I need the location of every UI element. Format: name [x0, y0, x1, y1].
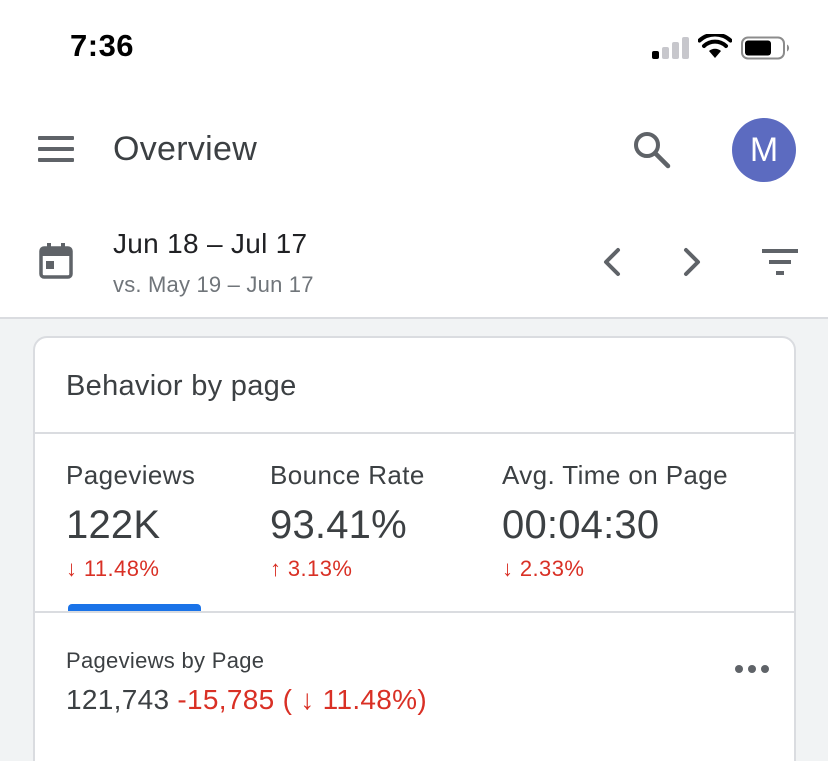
filter-icon[interactable]	[760, 246, 800, 278]
chevron-left-icon[interactable]	[596, 242, 628, 282]
search-icon[interactable]	[632, 130, 672, 170]
status-time: 7:36	[70, 28, 135, 63]
chart-summary: 121,743 -15,785 ( ↓ 11.48%)	[66, 684, 427, 716]
compare-range: vs. May 19 – Jun 17	[113, 272, 314, 297]
metric-label: Bounce Rate	[270, 460, 425, 490]
chart-delta: -15,785 ( ↓ 11.48%)	[177, 684, 427, 715]
metric-change: ↑ 3.13%	[270, 556, 353, 581]
date-range[interactable]: Jun 18 – Jul 17	[113, 228, 308, 259]
metric-label: Avg. Time on Page	[502, 460, 729, 490]
chart-label: Pageviews by Page	[66, 648, 265, 673]
metric-change: ↓ 11.48%	[66, 556, 160, 581]
metric-value: 122K	[66, 503, 161, 547]
page-title: Overview	[113, 130, 258, 168]
more-horizontal-icon[interactable]	[735, 662, 771, 676]
hamburger-menu-icon[interactable]	[38, 136, 74, 162]
status-bar: 7:36	[0, 0, 828, 96]
app-bar: Overview M	[0, 96, 828, 208]
behavior-card: Behavior by page Pageviews 122K ↓ 11.48%…	[33, 336, 796, 761]
card-title: Behavior by page	[66, 370, 297, 402]
battery-icon	[741, 36, 790, 60]
chevron-right-icon[interactable]	[676, 242, 708, 282]
metric-avg-time-on-page[interactable]: Avg. Time on Page 00:04:30 ↓ 2.33%	[502, 460, 728, 582]
card-divider	[35, 611, 794, 613]
metric-value: 00:04:30	[502, 503, 660, 547]
avatar-initial: M	[749, 130, 779, 169]
metric-pageviews[interactable]: Pageviews 122K ↓ 11.48%	[66, 460, 195, 582]
wifi-icon	[698, 34, 732, 58]
metric-change: ↓ 2.33%	[502, 556, 585, 581]
chart-total: 121,743	[66, 684, 170, 715]
calendar-icon[interactable]	[38, 242, 74, 280]
metric-value: 93.41%	[270, 503, 407, 547]
date-range-bar: Jun 18 – Jul 17 vs. May 19 – Jun 17	[0, 208, 828, 319]
avatar[interactable]: M	[732, 118, 796, 182]
cellular-signal-icon	[652, 37, 690, 59]
metric-label: Pageviews	[66, 460, 196, 490]
selected-metric-indicator	[68, 604, 201, 611]
card-divider	[35, 432, 794, 434]
metric-bounce-rate[interactable]: Bounce Rate 93.41% ↑ 3.13%	[270, 460, 425, 582]
